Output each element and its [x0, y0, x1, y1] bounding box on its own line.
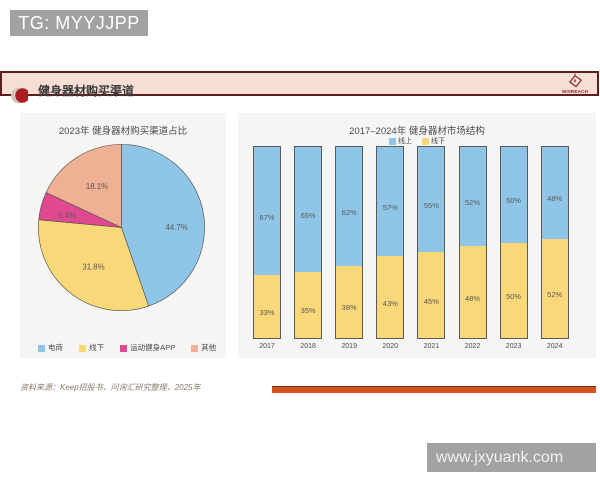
svg-text:5.4%: 5.4% [58, 211, 76, 220]
svg-text:44.7%: 44.7% [165, 223, 187, 232]
svg-text:31.8%: 31.8% [82, 263, 104, 272]
svg-text:18.1%: 18.1% [86, 182, 108, 191]
